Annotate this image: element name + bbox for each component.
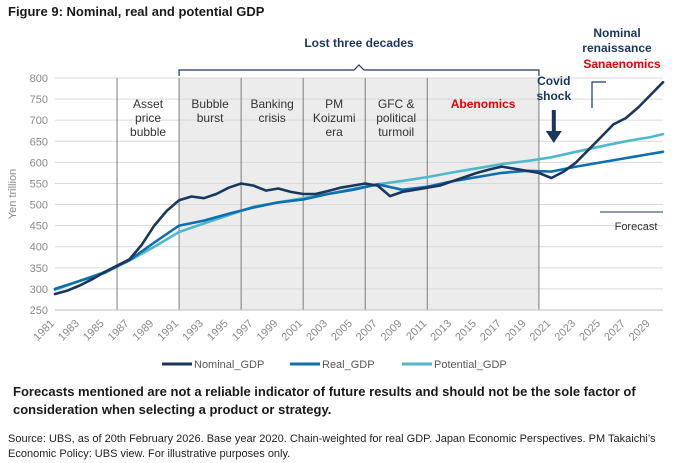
x-tick-label: 2013 [428,318,454,344]
renaissance-bracket [591,81,606,108]
x-tick-label: 1985 [81,318,107,344]
y-tick-label: 500 [30,200,48,212]
legend-label: Real_GDP [322,359,375,371]
period-label: price [135,111,161,125]
y-tick-label: 350 [30,263,48,275]
y-tick-label: 750 [30,94,48,106]
x-tick-label: 2017 [478,318,504,344]
figure-title: Figure 9: Nominal, real and potential GD… [8,4,265,19]
y-tick-label: 800 [30,73,48,85]
x-tick-label: 2005 [329,318,355,344]
x-tick-label: 1999 [255,318,281,344]
shaded-region-lost-decades [179,78,539,310]
x-tick-label: 2023 [552,318,578,344]
legend-label: Potential_GDP [434,359,507,371]
period-label: Bubble [191,97,229,111]
period-label: era [326,125,344,139]
forecast-label: Forecast [615,221,658,233]
x-tick-label: 2019 [503,318,529,344]
x-tick-label: 1981 [31,318,57,344]
period-dividers [116,78,540,310]
x-tick-label: 1989 [131,318,157,344]
period-label: Banking [250,97,293,111]
gdp-line-chart: 250 300 350 400 450 500 550 600 650 700 750 800 1981… [7,26,665,371]
x-tick-label: 2021 [528,318,554,344]
y-tick-label: 650 [30,136,48,148]
period-label: GFC & [378,97,415,111]
period-label: Koizumi [313,111,356,125]
legend-label: Nominal_GDP [194,359,264,371]
legend: Nominal_GDP Real_GDP Potential_GDP [162,359,507,371]
x-tick-label: 1993 [180,318,206,344]
y-tick-label: 450 [30,221,48,233]
y-axis-label: Yen trillion [7,169,19,219]
covid-shock-label: shock [536,89,571,103]
forecast-disclaimer: Forecasts mentioned are not a reliable i… [13,384,636,417]
nominal-renaissance-label: Nominal [593,26,640,40]
y-tick-label: 250 [30,305,48,317]
x-tick-label: 1997 [230,318,256,344]
y-tick-label: 550 [30,178,48,190]
period-label: bubble [130,125,166,139]
x-tick-label: 2003 [304,318,330,344]
period-label: crisis [258,111,285,125]
lost-decades-bracket [178,64,540,76]
series-lines [53,80,665,296]
x-tick-label: 2001 [279,318,305,344]
period-label: political [376,111,416,125]
x-tick-label: 1987 [106,318,132,344]
series-line-nominal-gdp [53,80,665,296]
y-tick-label: 400 [30,242,48,254]
x-tick-label: 1983 [56,318,82,344]
period-label: PM [325,97,343,111]
x-tick-label: 2009 [379,318,405,344]
source-note: Source: UBS, as of 20th February 2026. B… [8,433,656,460]
lost-decades-label: Lost three decades [304,36,414,50]
x-tick-label: 2015 [453,318,479,344]
x-tick-label: 2025 [577,318,603,344]
shaded-periods [179,78,539,310]
period-label: Abenomics [451,97,516,111]
period-label: burst [197,111,224,125]
x-tick-label: 2011 [404,318,429,343]
covid-arrow-head [545,131,562,143]
x-tick-label: 2027 [602,318,628,344]
period-label: Asset [133,97,164,111]
y-tick-label: 700 [30,115,48,127]
y-tick-label: 300 [30,284,48,296]
x-tick-label: 2007 [354,318,380,344]
x-tick-label: 1991 [155,318,181,344]
period-label: turmoil [378,125,414,139]
covid-shock-label: Covid [537,74,570,88]
x-tick-label: 2029 [627,318,653,344]
sanaenomics-label: Sanaenomics [583,57,661,71]
nominal-renaissance-label: renaissance [582,41,652,55]
x-tick-label: 1995 [205,318,231,344]
y-tick-label: 600 [30,157,48,169]
